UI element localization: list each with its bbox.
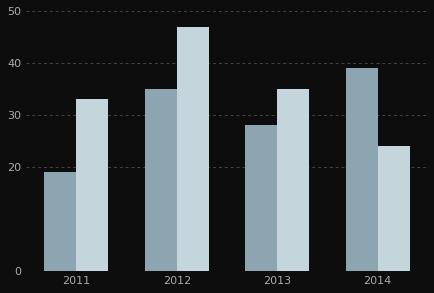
- Bar: [377, 146, 409, 271]
- Bar: [244, 125, 276, 271]
- Bar: [176, 27, 208, 271]
- Bar: [145, 89, 176, 271]
- Bar: [76, 99, 108, 271]
- Bar: [44, 172, 76, 271]
- Bar: [345, 68, 377, 271]
- Bar: [276, 89, 309, 271]
